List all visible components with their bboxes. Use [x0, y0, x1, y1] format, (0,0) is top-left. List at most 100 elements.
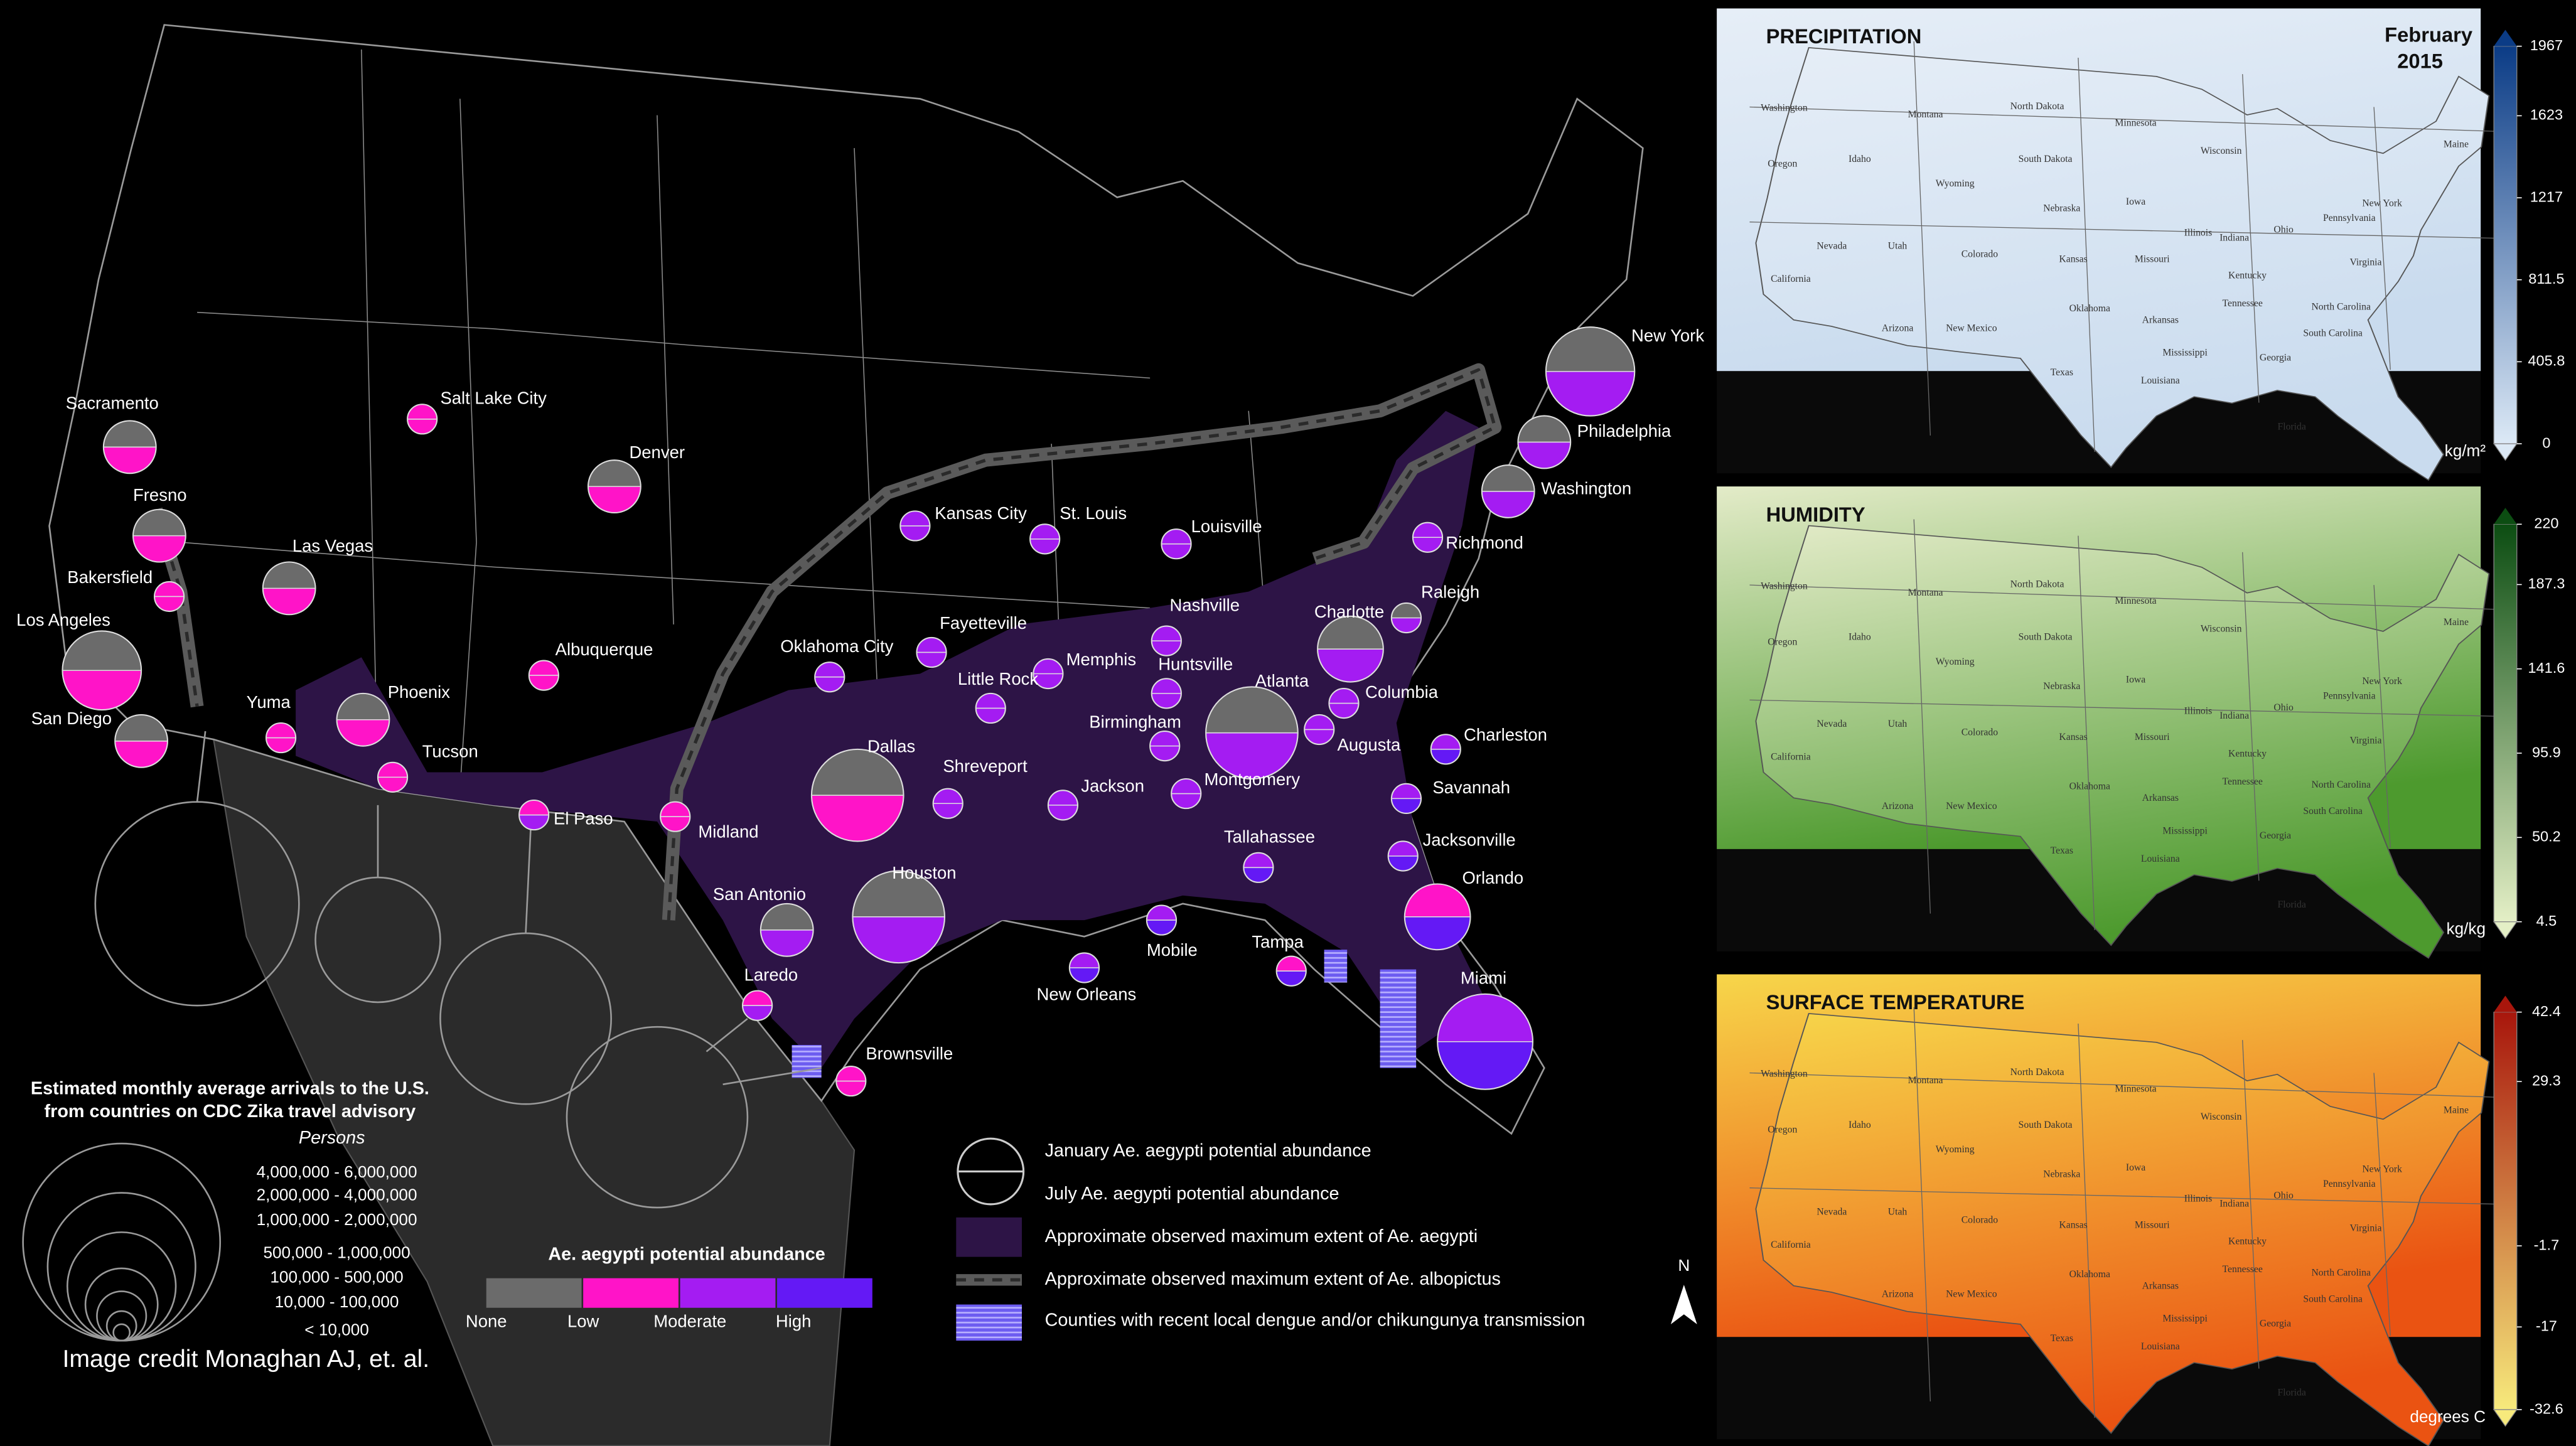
state-label: Texas — [2051, 367, 2073, 378]
july-half — [1412, 537, 1443, 552]
panel-us-map — [1755, 1012, 2490, 1446]
january-half — [1329, 688, 1359, 704]
city-label: Nashville — [1170, 595, 1240, 614]
arrivals-size-circle — [112, 1323, 131, 1342]
city-marker — [1171, 778, 1202, 810]
city-label: Houston — [892, 863, 956, 882]
city-marker — [1161, 528, 1192, 560]
city-marker — [1304, 714, 1335, 746]
city-label: Albuquerque — [555, 640, 653, 659]
city-label: Huntsville — [1158, 655, 1233, 674]
state-label: Wyoming — [1936, 656, 1975, 667]
state-label: California — [1771, 1240, 1811, 1250]
july-half — [1430, 749, 1461, 764]
panel: Washington Montana North Dakota Minnesota Or… — [1717, 974, 2563, 1446]
panel: Washington Montana North Dakota Minnesota Or… — [1717, 486, 2565, 959]
january-half — [1304, 714, 1334, 730]
state-label: Tennessee — [2223, 1264, 2263, 1275]
state-label: California — [1771, 752, 1811, 763]
city-label: Tucson — [422, 741, 478, 761]
state-label: New Mexico — [1946, 801, 1997, 811]
arrivals-class: 100,000 - 500,000 — [270, 1268, 403, 1287]
july-half — [975, 708, 1006, 723]
january-half — [529, 660, 559, 676]
january-half — [1030, 524, 1060, 539]
colorbar-tick-label: 4.5 — [2536, 913, 2557, 929]
state-label: Maine — [2444, 1105, 2469, 1115]
state-label: Florida — [2278, 1387, 2306, 1398]
city-label: Washington — [1541, 479, 1631, 498]
state-label: South Carolina — [2303, 1293, 2363, 1304]
january-half — [154, 581, 185, 597]
state-label: Oregon — [1768, 159, 1797, 169]
july-half — [1048, 805, 1078, 820]
july-half — [529, 675, 559, 690]
abundance-swatch — [486, 1278, 582, 1308]
state-label: Oregon — [1768, 636, 1797, 647]
city-marker — [1412, 522, 1444, 553]
july-half — [811, 795, 904, 842]
city-marker — [810, 748, 904, 842]
state-label: Arizona — [1882, 323, 1914, 333]
panel-title: SURFACE TEMPERATURE — [1766, 990, 2025, 1014]
july-half — [852, 916, 945, 963]
state-label: North Carolina — [2311, 1267, 2371, 1278]
city-label: Jackson — [1081, 776, 1144, 795]
july-half — [1318, 649, 1383, 682]
colorbar-tick-label: 1967 — [2530, 37, 2563, 53]
city-marker — [407, 404, 438, 435]
january-half — [836, 1066, 866, 1081]
state-label: South Carolina — [2303, 806, 2363, 817]
state-label: Mississippi — [2162, 825, 2208, 836]
july-half — [1146, 920, 1177, 935]
city-label: Midland — [698, 822, 758, 842]
city-label: San Antonio — [713, 884, 806, 904]
legend-dengue — [956, 1304, 1022, 1341]
july-half — [900, 525, 930, 541]
colorbar-tick-label: -17 — [2536, 1318, 2557, 1334]
july-half — [62, 670, 142, 710]
abundance-level: High — [776, 1312, 812, 1331]
city-label: Fayetteville — [940, 613, 1027, 633]
july-half — [916, 652, 947, 668]
city-marker — [1390, 602, 1422, 634]
city-marker — [265, 722, 297, 754]
state-label: Nebraska — [2043, 203, 2080, 213]
panel-date: February — [2385, 23, 2473, 46]
colorbar-tick-label: 42.4 — [2532, 1003, 2561, 1019]
city-label: Savannah — [1432, 778, 1510, 797]
colorbar-tick-label: 1217 — [2530, 188, 2563, 205]
city-marker — [835, 1065, 867, 1097]
july-half — [1391, 798, 1422, 813]
city-marker — [1275, 955, 1307, 987]
city-label: Bakersfield — [67, 567, 153, 587]
state-label: Ohio — [2273, 224, 2294, 235]
city-marker — [1205, 686, 1299, 780]
july-half — [1404, 916, 1471, 950]
city-label: Sacramento — [66, 394, 159, 413]
city-marker — [932, 788, 963, 819]
colorbar-unit: kg/m² — [2445, 441, 2486, 460]
city-label: Augusta — [1338, 735, 1402, 754]
state-label: Pennsylvania — [2323, 1179, 2376, 1189]
state-label: Florida — [2278, 899, 2306, 910]
legend-aegypti — [956, 1217, 1022, 1257]
city-label: Phoenix — [388, 682, 451, 702]
city-marker — [975, 692, 1006, 724]
city-marker — [1047, 790, 1079, 821]
state-label: New York — [2362, 676, 2402, 687]
city-marker — [852, 870, 946, 964]
july-half — [133, 535, 186, 562]
city-marker — [377, 761, 409, 793]
city-label: Miami — [1461, 968, 1506, 988]
july-half — [154, 596, 185, 612]
city-label: Los Angeles — [16, 610, 110, 629]
july-half — [1329, 703, 1359, 719]
state-label: Nebraska — [2043, 1169, 2080, 1179]
january-half — [1033, 658, 1063, 674]
colorbar-tick-label: 29.3 — [2532, 1073, 2561, 1089]
july-half — [407, 419, 437, 434]
january-half — [266, 723, 296, 738]
state-label: South Dakota — [2019, 1120, 2073, 1130]
